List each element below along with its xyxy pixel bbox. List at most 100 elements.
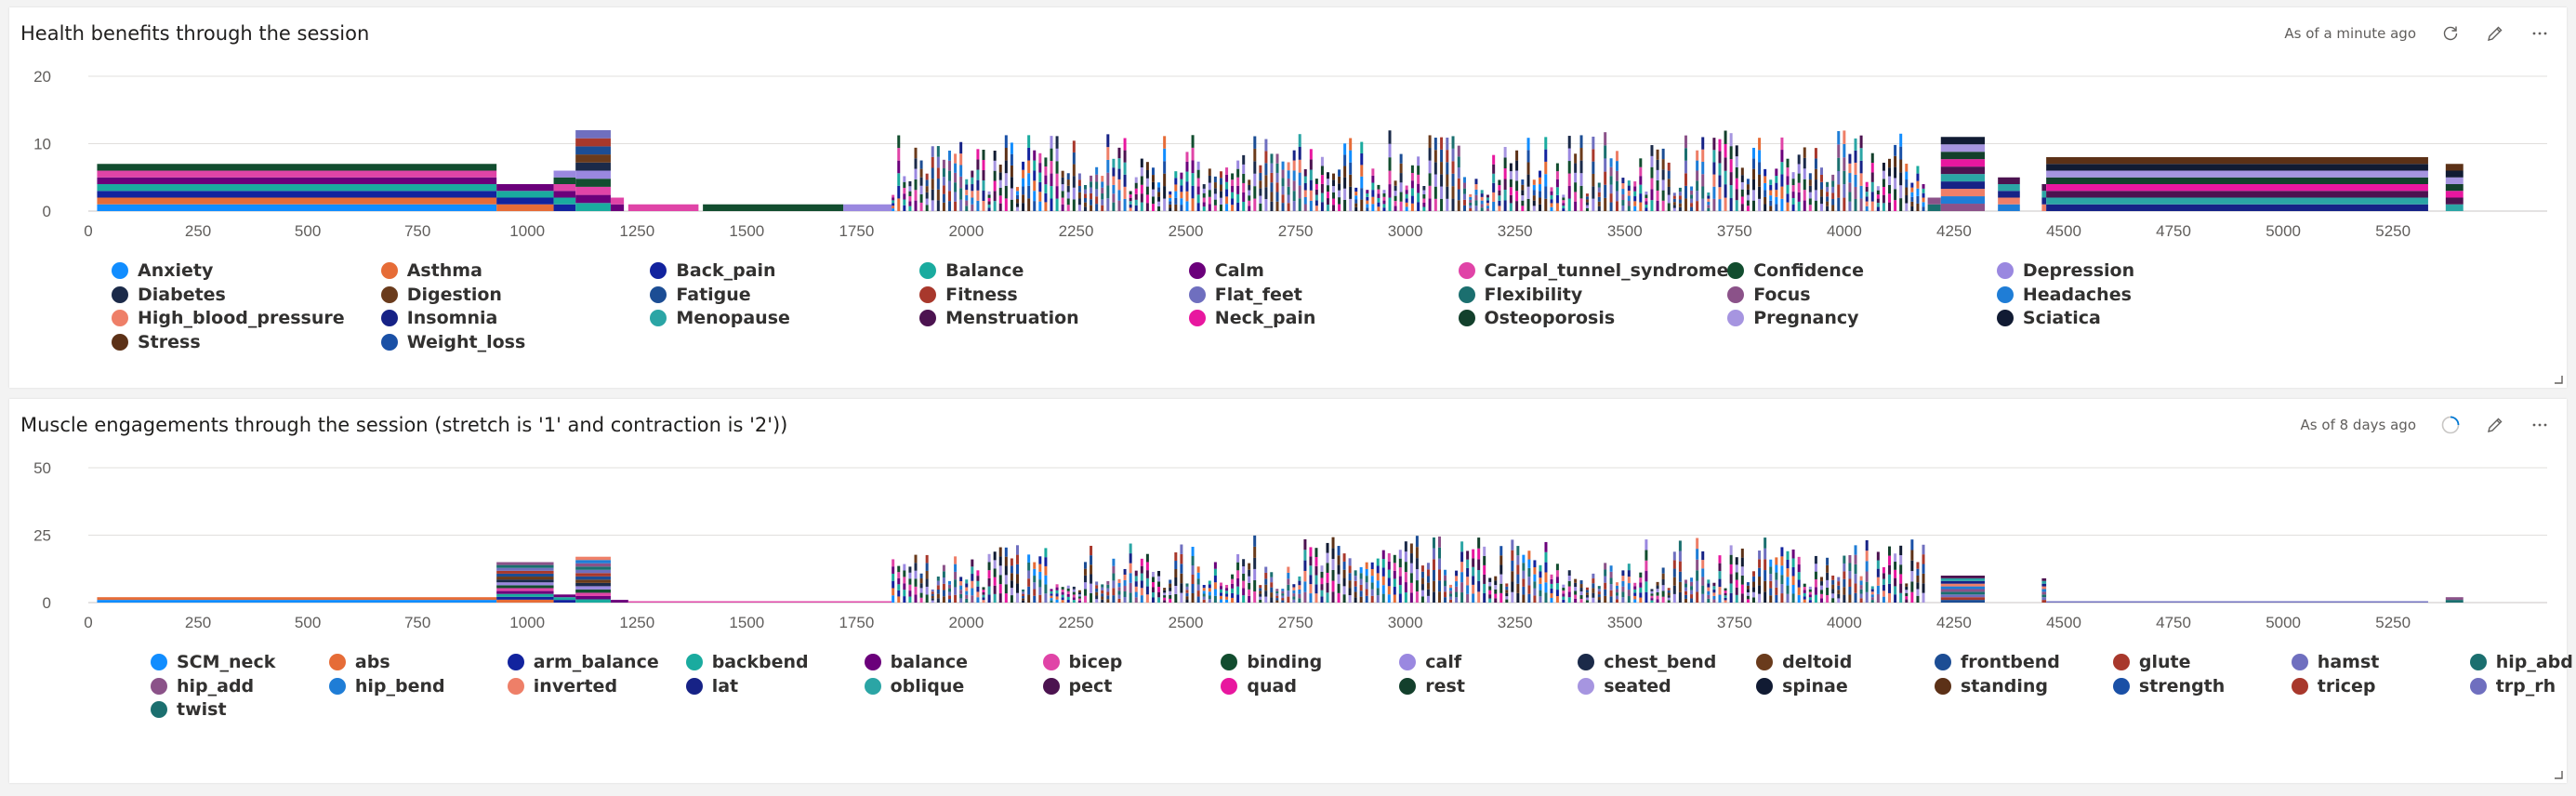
bar-segment[interactable]: [1004, 565, 1008, 576]
bar-segment[interactable]: [965, 583, 969, 588]
bar-segment[interactable]: [1533, 588, 1537, 596]
bar-segment[interactable]: [1712, 582, 1716, 587]
bar-segment[interactable]: [1854, 138, 1857, 151]
bar-segment[interactable]: [1633, 196, 1637, 202]
bar-segment[interactable]: [1072, 586, 1076, 590]
bar-segment[interactable]: [1320, 192, 1324, 203]
bar-segment[interactable]: [1387, 577, 1391, 587]
bar-segment[interactable]: [1376, 580, 1380, 589]
bar-segment[interactable]: [575, 563, 611, 567]
bar-segment[interactable]: [1678, 206, 1682, 211]
bar-segment[interactable]: [1225, 590, 1229, 594]
bar-segment[interactable]: [982, 600, 985, 603]
bar-segment[interactable]: [1758, 174, 1762, 187]
bar-segment[interactable]: [1751, 190, 1755, 201]
bar-segment[interactable]: [1998, 197, 2020, 205]
bar-segment[interactable]: [1303, 538, 1307, 551]
bar-segment[interactable]: [931, 595, 934, 599]
bar-segment[interactable]: [1010, 165, 1013, 178]
bar-segment[interactable]: [1213, 182, 1217, 189]
bar-segment[interactable]: [1066, 205, 1070, 211]
bar-segment[interactable]: [1940, 600, 1985, 603]
bar-segment[interactable]: [936, 189, 940, 201]
bar-segment[interactable]: [1196, 186, 1200, 195]
bar-segment[interactable]: [2445, 170, 2464, 178]
legend-item[interactable]: Anxiety: [112, 260, 213, 281]
bar-segment[interactable]: [1516, 546, 1520, 556]
bar-segment[interactable]: [976, 591, 980, 598]
bar-segment[interactable]: [1769, 195, 1773, 201]
bar-segment[interactable]: [1684, 590, 1687, 595]
bar-segment[interactable]: [1791, 576, 1795, 585]
bar-segment[interactable]: [97, 184, 497, 192]
bar-segment[interactable]: [1371, 196, 1375, 205]
bar-segment[interactable]: [1729, 545, 1733, 555]
bar-segment[interactable]: [897, 596, 901, 603]
legend-item[interactable]: trp_rh: [2469, 676, 2556, 696]
bar-segment[interactable]: [1609, 158, 1613, 167]
bar-segment[interactable]: [1780, 186, 1784, 199]
bar-segment[interactable]: [1387, 561, 1391, 570]
bar-segment[interactable]: [1656, 599, 1659, 603]
bar-segment[interactable]: [1882, 590, 1885, 597]
bar-segment[interactable]: [1639, 166, 1643, 177]
bar-segment[interactable]: [1786, 184, 1790, 194]
bar-segment[interactable]: [1503, 179, 1507, 191]
bar-segment[interactable]: [1615, 170, 1618, 181]
bar-segment[interactable]: [2041, 580, 2047, 584]
bar-segment[interactable]: [1174, 586, 1178, 595]
bar-segment[interactable]: [1151, 189, 1155, 197]
bar-segment[interactable]: [1797, 594, 1801, 603]
bar-segment[interactable]: [1808, 198, 1812, 206]
bar-segment[interactable]: [1248, 195, 1251, 201]
bar-segment[interactable]: [993, 201, 997, 211]
bar-segment[interactable]: [1758, 577, 1762, 586]
bar-segment[interactable]: [1370, 589, 1374, 596]
bar-segment[interactable]: [1185, 583, 1189, 587]
bar-segment[interactable]: [1287, 186, 1290, 195]
bar-segment[interactable]: [947, 201, 951, 211]
bar-segment[interactable]: [1526, 138, 1530, 151]
bar-segment[interactable]: [1661, 578, 1665, 586]
bar-segment[interactable]: [1466, 551, 1470, 560]
bar-segment[interactable]: [1180, 573, 1183, 584]
bar-segment[interactable]: [1786, 193, 1790, 203]
bar-segment[interactable]: [1690, 590, 1694, 595]
bar-segment[interactable]: [1597, 182, 1601, 188]
bar-segment[interactable]: [1444, 586, 1447, 592]
bar-segment[interactable]: [1684, 583, 1687, 588]
bar-segment[interactable]: [1854, 592, 1857, 603]
bar-segment[interactable]: [496, 599, 554, 603]
bar-segment[interactable]: [1645, 204, 1648, 208]
bar-segment[interactable]: [1854, 554, 1857, 564]
bar-segment[interactable]: [1292, 180, 1296, 192]
bar-segment[interactable]: [1505, 586, 1509, 590]
bar-segment[interactable]: [971, 588, 974, 596]
bar-segment[interactable]: [1477, 537, 1481, 549]
bar-segment[interactable]: [1022, 589, 1025, 592]
bar-segment[interactable]: [1843, 170, 1846, 185]
bar-segment[interactable]: [1440, 149, 1444, 163]
bar-segment[interactable]: [1550, 592, 1553, 598]
bar-segment[interactable]: [1077, 205, 1081, 211]
legend-item[interactable]: Fitness: [919, 285, 1018, 305]
bar-segment[interactable]: [1627, 191, 1631, 196]
bar-segment[interactable]: [1899, 555, 1903, 565]
bar-segment[interactable]: [1208, 595, 1211, 600]
bar-segment[interactable]: [575, 170, 611, 179]
bar-segment[interactable]: [971, 197, 974, 205]
bar-segment[interactable]: [1264, 590, 1268, 597]
bar-segment[interactable]: [959, 585, 963, 590]
bar-segment[interactable]: [1843, 197, 1846, 211]
bar-segment[interactable]: [1449, 596, 1453, 600]
bar-segment[interactable]: [1022, 595, 1025, 599]
bar-segment[interactable]: [1231, 588, 1235, 593]
bar-segment[interactable]: [1826, 186, 1830, 192]
bar-segment[interactable]: [1865, 539, 1869, 551]
bar-segment[interactable]: [1684, 598, 1687, 603]
bar-segment[interactable]: [1455, 597, 1459, 603]
bar-segment[interactable]: [1498, 190, 1501, 196]
bar-segment[interactable]: [1940, 594, 1985, 598]
bar-segment[interactable]: [1432, 537, 1435, 549]
bar-segment[interactable]: [1417, 174, 1420, 184]
